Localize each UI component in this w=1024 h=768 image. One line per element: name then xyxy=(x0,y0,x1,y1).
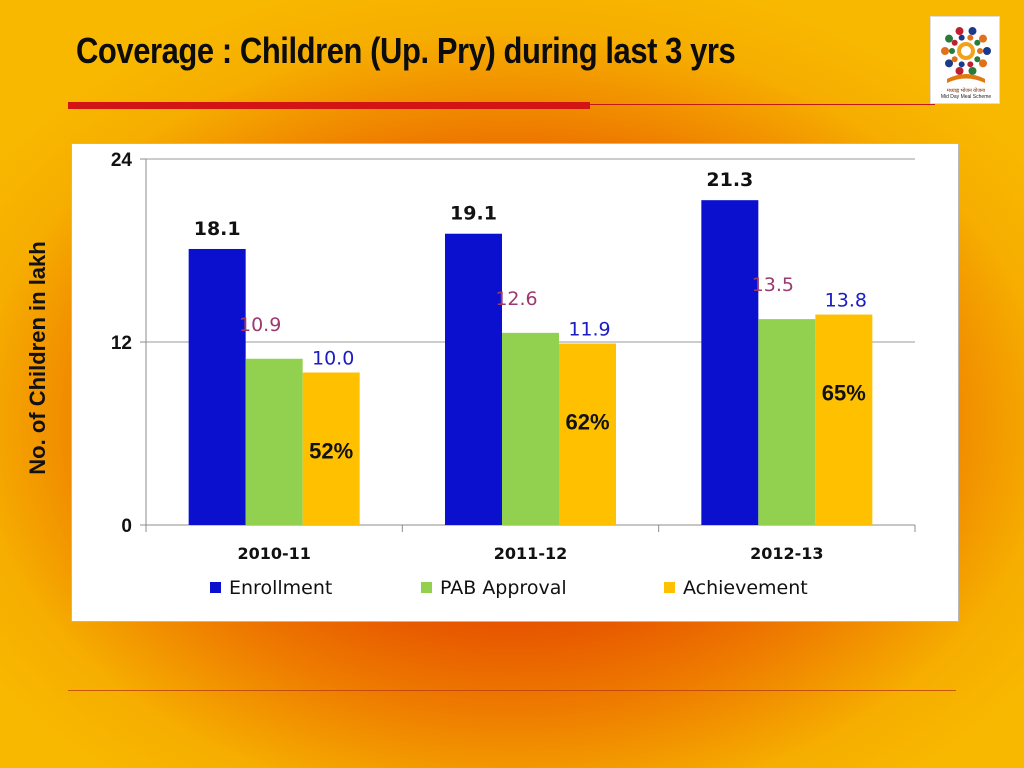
bar-enrollment xyxy=(701,200,759,526)
x-tick-label: 2011-12 xyxy=(494,544,567,563)
bar-enrollment xyxy=(188,248,246,525)
title-underline-thin xyxy=(590,104,935,105)
bar-pab-approval xyxy=(502,332,559,525)
data-label: 11.9 xyxy=(568,319,610,341)
footer-rule xyxy=(68,690,956,691)
legend-label: Achievement xyxy=(683,577,808,599)
legend-swatch xyxy=(421,582,432,593)
legend-swatch xyxy=(210,582,221,593)
achievement-percent-annotation: 52% xyxy=(309,439,353,464)
bar-pab-approval xyxy=(758,319,816,525)
logo-caption-script: मध्याह्न भोजन योजना xyxy=(946,88,986,94)
x-tick-label: 2012-13 xyxy=(750,544,823,563)
mid-day-meal-logo-icon xyxy=(941,27,991,83)
title-underline-thick xyxy=(68,102,590,109)
legend-label: PAB Approval xyxy=(440,577,567,599)
legend-label: Enrollment xyxy=(229,577,332,599)
y-axis-title: No. of Children in lakh xyxy=(25,241,50,475)
logo-caption-english: Mid Day Meal Scheme xyxy=(940,94,992,100)
x-tick-label: 2010-11 xyxy=(237,544,310,563)
bar-achievement xyxy=(559,343,616,525)
legend-swatch xyxy=(664,582,675,593)
data-label: 10.0 xyxy=(312,348,354,370)
data-label: 12.6 xyxy=(495,288,537,310)
slide-title: Coverage : Children (Up. Pry) during las… xyxy=(76,30,736,71)
mid-day-meal-logo: मध्याह्न भोजन योजना Mid Day Meal Scheme xyxy=(930,16,1000,104)
achievement-percent-annotation: 65% xyxy=(822,381,866,406)
bar-chart: 0 12 24 2010-11 18.1 10.9 10.0 52% 2011-12 19.1 12… xyxy=(111,150,916,599)
data-label: 19.1 xyxy=(450,203,497,225)
bar-enrollment xyxy=(445,233,502,525)
data-label: 13.8 xyxy=(825,290,867,312)
achievement-percent-annotation: 62% xyxy=(565,410,609,435)
logo-caption: मध्याह्न भोजन योजना Mid Day Meal Scheme xyxy=(931,88,1001,100)
data-label: 21.3 xyxy=(706,169,753,191)
y-tick-label: 24 xyxy=(111,150,133,171)
data-label: 13.5 xyxy=(752,274,794,296)
data-label: 18.1 xyxy=(194,218,241,240)
bar-achievement xyxy=(815,314,873,525)
chart-panel: 0 12 24 2010-11 18.1 10.9 10.0 52% 2011-12 19.1 12… xyxy=(71,143,959,622)
bar-pab-approval xyxy=(245,358,303,525)
data-label: 10.9 xyxy=(239,314,281,336)
y-tick-label: 0 xyxy=(121,516,132,537)
bar-achievement xyxy=(302,372,360,525)
y-tick-label: 12 xyxy=(111,333,132,354)
